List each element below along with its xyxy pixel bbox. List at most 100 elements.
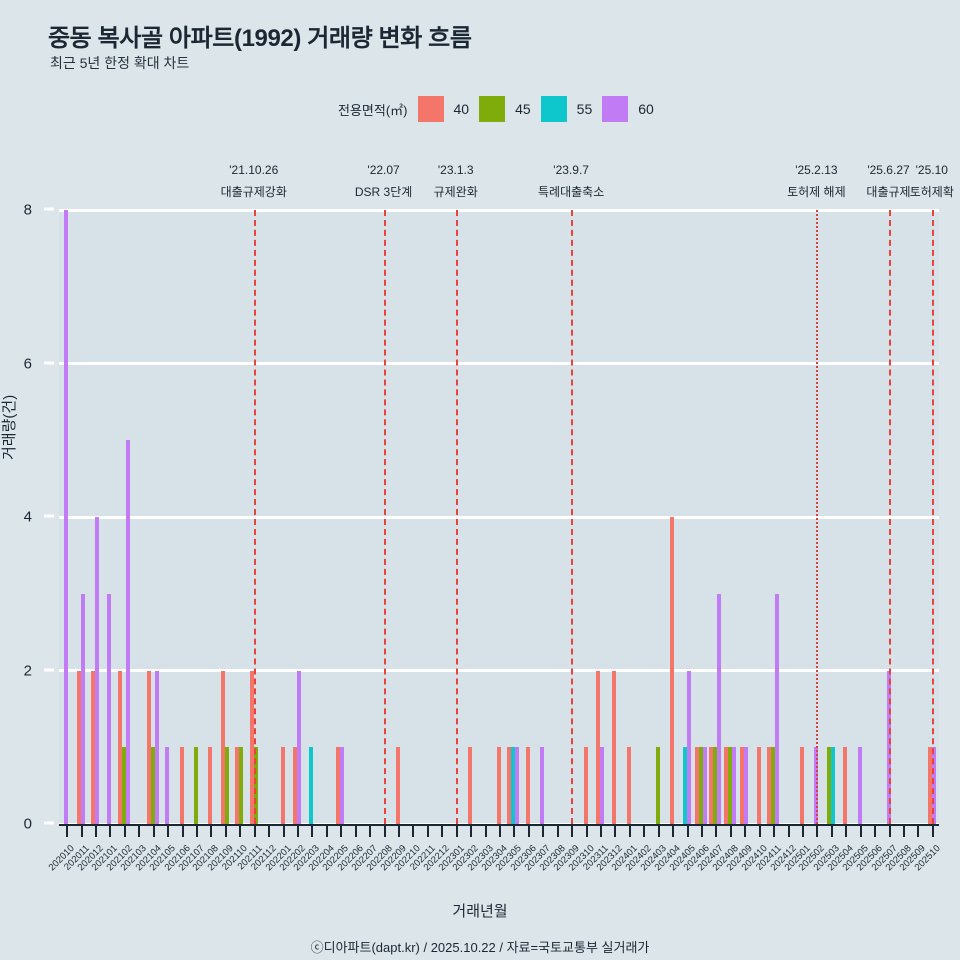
bar[interactable] — [702, 747, 707, 824]
chart-legend: 전용면적(㎡) 40 45 55 60 — [338, 96, 664, 122]
bar[interactable] — [655, 747, 660, 824]
x-tick-mark — [888, 826, 891, 837]
bar[interactable] — [224, 747, 229, 824]
bar[interactable] — [843, 747, 848, 824]
bar[interactable] — [830, 747, 835, 824]
x-tick-mark — [340, 826, 343, 837]
bar[interactable] — [682, 747, 687, 824]
bar[interactable] — [595, 670, 600, 824]
grid-line — [59, 515, 939, 519]
x-tick-mark — [80, 826, 83, 837]
bar[interactable] — [756, 747, 761, 824]
x-tick-mark — [556, 826, 559, 837]
bar[interactable] — [686, 670, 691, 824]
bar[interactable] — [117, 670, 122, 824]
y-tick-mark — [44, 514, 54, 518]
x-tick-mark — [167, 826, 170, 837]
y-tick-mark — [44, 361, 54, 364]
bar[interactable] — [497, 747, 501, 824]
legend-item-60[interactable]: 60 — [602, 96, 654, 122]
x-tick-mark — [902, 826, 905, 837]
x-tick-mark — [297, 826, 300, 837]
bar[interactable] — [927, 747, 932, 824]
x-tick-mark — [744, 826, 747, 837]
legend-label-60: 60 — [638, 101, 654, 117]
legend-swatch-60 — [602, 96, 629, 122]
bar[interactable] — [179, 747, 184, 824]
bar[interactable] — [525, 747, 530, 824]
bar[interactable] — [709, 747, 714, 824]
bar[interactable] — [64, 210, 69, 824]
bar[interactable] — [931, 747, 936, 824]
event-name-label: 대출규제 — [866, 185, 911, 199]
event-name-label: 토허제 해제 — [787, 185, 846, 199]
x-tick-mark — [224, 826, 227, 837]
bar[interactable] — [154, 670, 159, 824]
bar[interactable] — [249, 670, 254, 824]
x-tick-mark — [268, 826, 271, 837]
bar[interactable] — [340, 747, 345, 824]
bar[interactable] — [208, 747, 213, 824]
bar[interactable] — [826, 747, 831, 824]
legend-item-40[interactable]: 40 — [417, 96, 469, 122]
legend-item-45[interactable]: 45 — [479, 96, 531, 122]
bar[interactable] — [507, 747, 512, 824]
bar[interactable] — [540, 747, 545, 824]
bar[interactable] — [280, 747, 285, 824]
x-tick-mark — [917, 826, 920, 837]
x-tick-mark — [282, 826, 285, 837]
bar[interactable] — [165, 747, 170, 824]
bar[interactable] — [220, 670, 225, 824]
legend-label-45: 45 — [515, 101, 531, 117]
bar[interactable] — [150, 747, 155, 824]
bar[interactable] — [731, 747, 736, 824]
bar[interactable] — [80, 593, 85, 824]
bar[interactable] — [239, 747, 244, 824]
event-name-label: 규제완화 — [433, 185, 478, 199]
bar[interactable] — [670, 517, 675, 824]
bar[interactable] — [95, 517, 100, 824]
bar[interactable] — [468, 747, 473, 824]
grid-line — [59, 362, 939, 365]
bar[interactable] — [293, 747, 298, 824]
bar[interactable] — [857, 747, 862, 824]
bar[interactable] — [336, 747, 341, 824]
bar[interactable] — [583, 747, 588, 824]
bar[interactable] — [515, 747, 520, 824]
bar[interactable] — [599, 747, 604, 824]
bar[interactable] — [723, 747, 728, 824]
x-tick-mark — [426, 826, 429, 837]
bar[interactable] — [612, 670, 617, 824]
bar[interactable] — [253, 747, 258, 824]
event-name-label: 대출규제강화 — [220, 185, 287, 199]
bar[interactable] — [146, 670, 151, 824]
event-name-label: 특례대출축소 — [538, 185, 605, 199]
bar[interactable] — [396, 747, 401, 824]
bar[interactable] — [717, 593, 722, 824]
bar[interactable] — [767, 747, 772, 824]
bar[interactable] — [309, 747, 314, 824]
bar[interactable] — [775, 593, 780, 824]
bar[interactable] — [107, 593, 112, 824]
y-tick-mark — [44, 821, 54, 825]
bar[interactable] — [76, 670, 81, 824]
bar[interactable] — [297, 670, 302, 824]
bar[interactable] — [626, 747, 631, 824]
bar[interactable] — [194, 747, 199, 824]
bar[interactable] — [125, 440, 130, 824]
bar[interactable] — [744, 747, 749, 824]
bar[interactable] — [727, 747, 732, 824]
bar[interactable] — [740, 747, 745, 824]
bar[interactable] — [799, 747, 804, 824]
bar[interactable] — [511, 747, 516, 824]
bar[interactable] — [91, 670, 96, 824]
bar[interactable] — [235, 747, 240, 824]
legend-item-55[interactable]: 55 — [540, 96, 592, 122]
bar[interactable] — [713, 747, 718, 824]
bar[interactable] — [121, 747, 126, 824]
event-marker-line — [253, 210, 256, 824]
bar[interactable] — [771, 747, 776, 824]
event-marker-line — [571, 210, 574, 824]
bar[interactable] — [698, 747, 703, 824]
bar[interactable] — [694, 747, 699, 824]
